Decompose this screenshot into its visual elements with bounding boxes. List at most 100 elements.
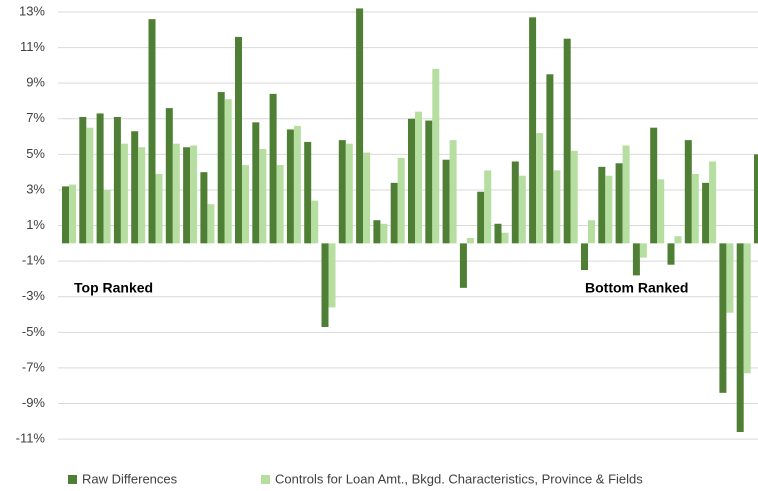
- bar: [570, 150, 578, 244]
- bar: [442, 159, 450, 244]
- y-tick-label: 11%: [20, 39, 45, 54]
- bar: [397, 157, 405, 244]
- bar: [286, 129, 294, 244]
- bar: [321, 243, 329, 327]
- bar: [207, 204, 215, 244]
- bar: [373, 220, 381, 244]
- bar: [466, 238, 474, 244]
- bar: [269, 93, 277, 244]
- bar: [96, 113, 104, 244]
- bar: [553, 170, 561, 244]
- bar: [380, 223, 388, 244]
- bar: [200, 172, 208, 244]
- bar: [293, 125, 301, 244]
- legend-label: Raw Differences: [82, 471, 178, 486]
- bar: [615, 163, 623, 244]
- bar: [311, 200, 319, 244]
- bar: [529, 17, 537, 244]
- bar: [726, 243, 734, 313]
- bar: [709, 161, 717, 244]
- bar: [484, 170, 492, 244]
- bar: [165, 108, 173, 244]
- bar: [674, 236, 682, 244]
- y-tick-label: 7%: [26, 110, 45, 125]
- bar: [103, 189, 111, 244]
- bar: [605, 175, 613, 244]
- y-tick-label: 9%: [26, 75, 45, 90]
- bar: [345, 143, 353, 244]
- bar: [113, 116, 121, 244]
- legend-swatch: [261, 475, 270, 484]
- bar: [390, 182, 398, 244]
- bar: [120, 143, 128, 244]
- bar: [459, 243, 467, 288]
- bar: [86, 127, 94, 244]
- bar: [217, 92, 225, 244]
- bar: [172, 143, 180, 244]
- y-tick-label: -3%: [22, 288, 46, 303]
- bar: [501, 232, 509, 244]
- bar: [356, 8, 364, 244]
- bar: [736, 243, 744, 432]
- bar: [242, 165, 249, 244]
- bar: [408, 118, 415, 244]
- bar: [155, 173, 163, 244]
- bar: [691, 173, 699, 244]
- bar: [79, 116, 87, 244]
- bar: [148, 19, 156, 244]
- bar: [511, 161, 519, 244]
- y-tick-label: 5%: [26, 146, 45, 161]
- annotation: Bottom Ranked: [585, 280, 688, 296]
- bar: [684, 140, 692, 244]
- bar: [62, 186, 69, 244]
- y-tick-label: -1%: [22, 253, 46, 268]
- legend: Raw Differences Controls for Loan Amt., B…: [68, 471, 643, 486]
- bar: [183, 147, 191, 244]
- y-tick-label: -9%: [22, 395, 46, 410]
- bar: [657, 179, 665, 244]
- bar: [235, 36, 242, 244]
- legend-swatch: [68, 475, 77, 484]
- bar: [622, 145, 630, 244]
- bar: [328, 243, 336, 308]
- bar: [432, 68, 440, 244]
- bar: [581, 243, 588, 271]
- bar: [632, 243, 640, 276]
- bar: [650, 127, 658, 244]
- bar: [276, 165, 284, 244]
- bar: [667, 243, 675, 265]
- bar: [719, 243, 727, 393]
- bar: [131, 131, 139, 244]
- bar: [598, 166, 606, 244]
- bars: [62, 8, 758, 432]
- y-tick-label: -5%: [22, 324, 46, 339]
- bar: [69, 184, 76, 244]
- bar: [639, 243, 647, 258]
- legend-label: Controls for Loan Amt., Bkgd. Characteri…: [275, 471, 643, 486]
- y-tick-label: 1%: [26, 217, 45, 232]
- y-tick-label: -11%: [16, 431, 46, 446]
- bar: [138, 147, 146, 244]
- y-tick-label: -7%: [22, 359, 46, 374]
- bar: [190, 145, 198, 244]
- bar: [425, 120, 433, 244]
- bar: [754, 154, 758, 244]
- bar: [363, 152, 371, 244]
- bar: [588, 220, 595, 244]
- y-tick-label: 3%: [26, 181, 45, 196]
- bar: [477, 191, 485, 244]
- bar: [304, 141, 312, 244]
- bar: [259, 149, 267, 244]
- y-tick-label: 13%: [19, 3, 45, 18]
- bar: [449, 140, 457, 244]
- bar: [563, 38, 571, 244]
- bar: [743, 243, 751, 374]
- bar: [338, 140, 346, 244]
- bar: [702, 182, 710, 244]
- bar: [224, 99, 232, 244]
- bar: [518, 175, 526, 244]
- bar: [536, 133, 544, 244]
- bar: [252, 122, 260, 244]
- bar: [415, 111, 422, 244]
